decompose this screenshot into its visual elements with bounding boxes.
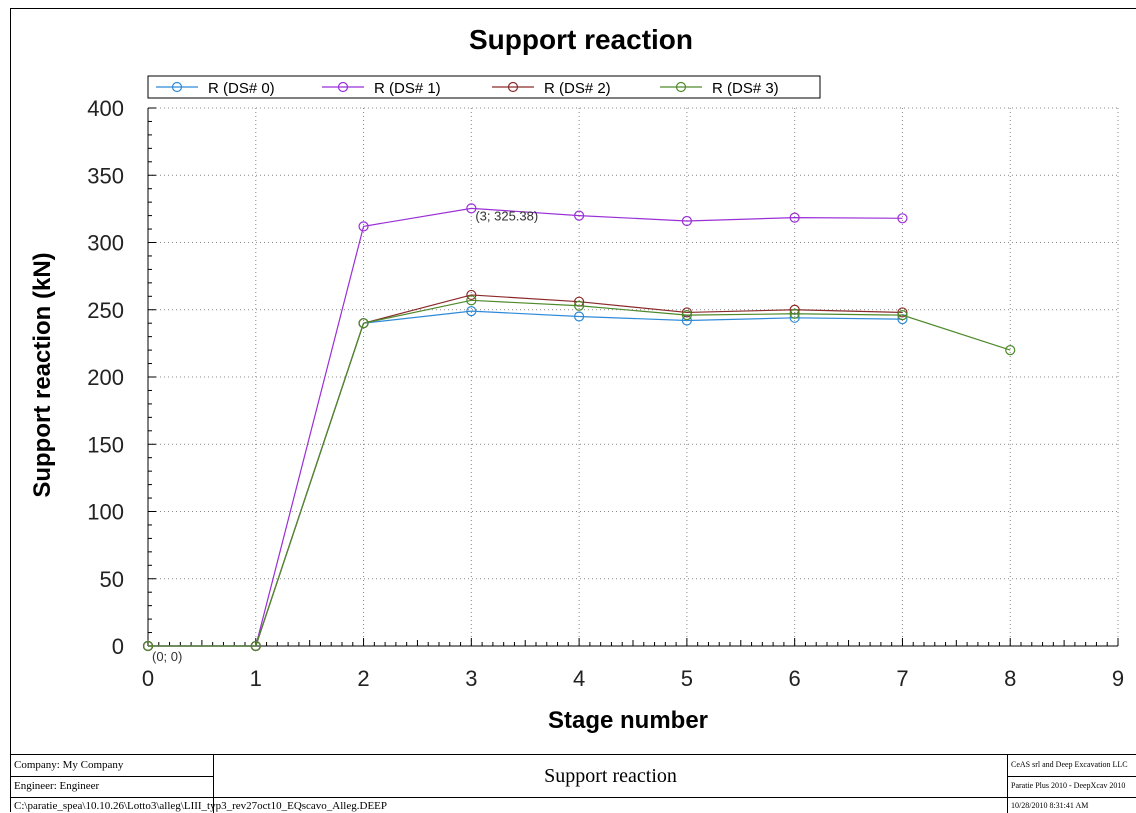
- y-tick-label: 0: [112, 634, 124, 659]
- data-point: [250, 640, 261, 652]
- series-line: [148, 299, 1011, 647]
- legend: R (DS# 0) R (DS# 1) R (DS# 2) R (DS# 3): [147, 75, 821, 99]
- data-point: [681, 215, 692, 227]
- data-point: [466, 295, 477, 306]
- footer-vendor: CeAS srl and Deep Excavation LLC: [1011, 760, 1128, 769]
- y-tick-label: 300: [87, 231, 124, 256]
- x-tick-label: 4: [573, 666, 585, 691]
- x-tick-label: 8: [1004, 666, 1016, 691]
- legend-label: R (DS# 0): [208, 80, 275, 97]
- footer-title: Support reaction: [544, 765, 677, 787]
- footer-divider: [1007, 776, 1136, 777]
- y-tick-label: 100: [87, 500, 124, 525]
- data-point: [574, 300, 585, 311]
- x-tick-label: 2: [357, 666, 369, 691]
- legend-label: R (DS# 2): [544, 80, 611, 97]
- x-tick-label: 7: [896, 666, 908, 691]
- x-axis-label: Stage number: [548, 707, 708, 734]
- data-point: [466, 203, 477, 214]
- legend-label: R (DS# 1): [374, 80, 441, 97]
- series-0: [142, 305, 908, 652]
- footer-block: Company: My Company Engineer: Engineer S…: [10, 754, 1136, 813]
- annotations: (0; 0) (3; 325.38): [152, 208, 538, 664]
- data-point: [681, 315, 692, 326]
- data-point: [789, 212, 800, 223]
- legend-swatch-marker: [507, 81, 519, 93]
- data-point: [897, 213, 908, 224]
- data-annotation: (3; 325.38): [475, 208, 538, 223]
- x-tick-label: 9: [1112, 666, 1124, 691]
- y-tick-label: 200: [87, 365, 124, 390]
- series-2: [142, 289, 908, 652]
- y-tick-label: 50: [100, 567, 124, 592]
- legend-swatch-marker: [337, 81, 349, 93]
- grid: [148, 107, 1119, 646]
- footer-divider: [213, 755, 214, 813]
- y-tick-label: 150: [87, 432, 124, 457]
- data-annotation: (0; 0): [152, 649, 182, 664]
- chart: Support reaction 0 1 2 3 4 5 6 7 8 9 0 50 100 150 200 2…: [29, 24, 1124, 734]
- data-point: [789, 308, 800, 319]
- footer-engineer: Engineer: Engineer: [14, 780, 100, 792]
- data-point: [1005, 345, 1016, 356]
- data-point: [897, 307, 908, 318]
- data-point: [897, 310, 908, 321]
- y-tick-label: 350: [87, 163, 124, 188]
- footer-company: Company: My Company: [14, 759, 124, 771]
- data-point: [466, 289, 477, 301]
- legend-box: [147, 75, 821, 99]
- data-point: [681, 310, 692, 321]
- y-axis-label: Support reaction (kN): [29, 252, 56, 497]
- data-point: [358, 221, 369, 232]
- footer-file-path: C:\paratie_spea\10.10.26\Lotto3\alleg\LI…: [14, 800, 387, 812]
- data-point: [142, 640, 154, 652]
- series-3: [142, 295, 1016, 652]
- y-tick-label: 250: [87, 298, 124, 323]
- footer-divider: [10, 776, 213, 777]
- data-point: [358, 318, 369, 329]
- report-frame: [10, 8, 1136, 812]
- series-1: [142, 203, 908, 652]
- footer-software: Paratie Plus 2010 - DeepXcav 2010: [1011, 781, 1126, 790]
- x-tick-label: 6: [789, 666, 801, 691]
- series-line: [148, 207, 903, 647]
- footer-divider: [10, 797, 1136, 798]
- legend-swatch-marker: [675, 81, 687, 93]
- chart-title: Support reaction: [469, 24, 693, 55]
- ticks: 0 1 2 3 4 5 6 7 8 9 0 50 100 150 200 250 300 350 400: [87, 96, 1124, 691]
- data-point: [681, 307, 692, 318]
- data-point: [466, 305, 477, 317]
- data-point: [574, 311, 585, 322]
- legend-swatch-marker: [171, 81, 183, 93]
- footer-divider: [1007, 797, 1008, 813]
- legend-label: R (DS# 3): [712, 80, 779, 97]
- series-line: [148, 310, 903, 647]
- y-tick-label: 400: [87, 96, 124, 121]
- x-tick-label: 3: [465, 666, 477, 691]
- footer-timestamp: 10/28/2010 8:31:41 AM: [1011, 801, 1089, 810]
- x-tick-label: 0: [142, 666, 154, 691]
- data-point: [574, 210, 585, 221]
- x-tick-label: 1: [250, 666, 262, 691]
- series-line: [148, 294, 903, 647]
- series-group: [142, 203, 1016, 652]
- x-tick-label: 5: [681, 666, 693, 691]
